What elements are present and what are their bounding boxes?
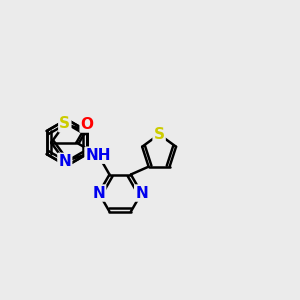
Text: NH: NH	[85, 148, 111, 163]
Text: S: S	[59, 116, 70, 131]
Text: N: N	[135, 185, 148, 200]
Text: O: O	[81, 116, 94, 131]
Text: N: N	[92, 185, 105, 200]
Text: S: S	[154, 127, 165, 142]
Text: N: N	[58, 154, 71, 169]
